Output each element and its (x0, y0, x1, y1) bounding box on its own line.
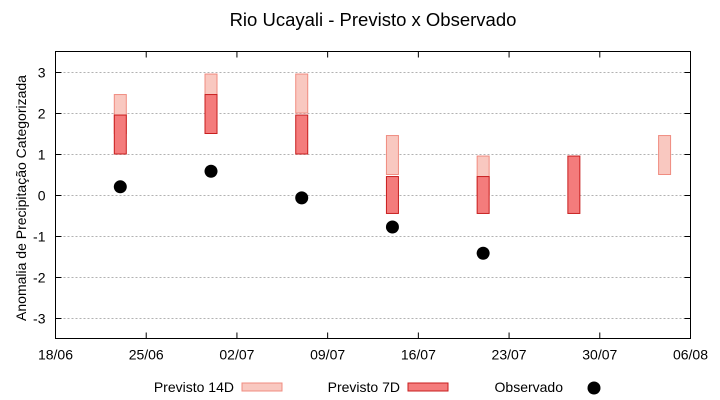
legend: Previsto 14D Previsto 7D Observado (154, 379, 601, 395)
y-tick-label: -1 (33, 229, 46, 245)
legend-swatch (407, 382, 449, 392)
x-axis: 18/06 25/06 02/07 09/07 16/07 23/07 30/07 06/08 (38, 51, 708, 363)
x-tick-label: 18/06 (38, 347, 73, 363)
x-tick-label: 23/07 (492, 347, 527, 363)
x-tick-label: 09/07 (310, 347, 345, 363)
legend-label: Previsto 14D (154, 379, 234, 395)
legend-swatch (241, 382, 283, 392)
legend-label: Observado (495, 379, 564, 395)
y-tick-label: 1 (38, 147, 46, 163)
y-tick-label: 3 (38, 65, 46, 81)
x-tick-label: 06/08 (673, 347, 708, 363)
grid-lines (55, 72, 691, 319)
x-tick-label: 30/07 (582, 347, 617, 363)
observed-point (476, 246, 490, 260)
x-tick-label: 16/07 (401, 347, 436, 363)
observed-point (113, 180, 127, 194)
range-bar-previsto-7d (113, 114, 127, 155)
range-bar-previsto-7d (295, 114, 309, 155)
range-bar-previsto-14d (658, 135, 672, 176)
y-tick-label: -3 (33, 311, 46, 327)
series-previsto-7d (113, 94, 581, 214)
legend-label: Previsto 7D (328, 379, 400, 395)
y-tick-label: -2 (33, 270, 46, 286)
range-bar-previsto-7d (204, 94, 218, 135)
chart-title: Rio Ucayali - Previsto x Observado (230, 9, 517, 30)
range-bar-previsto-14d (385, 135, 399, 176)
y-tick-label: 2 (38, 106, 46, 122)
range-bar-previsto-14d (295, 73, 309, 114)
observed-point (204, 164, 218, 178)
plot-frame (55, 51, 691, 339)
y-tick-label: 0 (38, 188, 46, 204)
legend-swatch (587, 381, 601, 395)
observed-point (385, 220, 399, 234)
x-tick-label: 25/06 (129, 347, 164, 363)
series-observado (113, 164, 490, 260)
observed-point (295, 191, 309, 205)
x-tick-label: 02/07 (219, 347, 254, 363)
range-bar-previsto-7d (385, 176, 399, 214)
range-bar-previsto-7d (476, 176, 490, 214)
y-axis: 3 2 1 0 -1 -2 -3 (33, 65, 691, 327)
y-axis-label: Anomalia de Precipitação Categorizada (13, 75, 29, 321)
range-bar-previsto-7d (567, 155, 581, 214)
